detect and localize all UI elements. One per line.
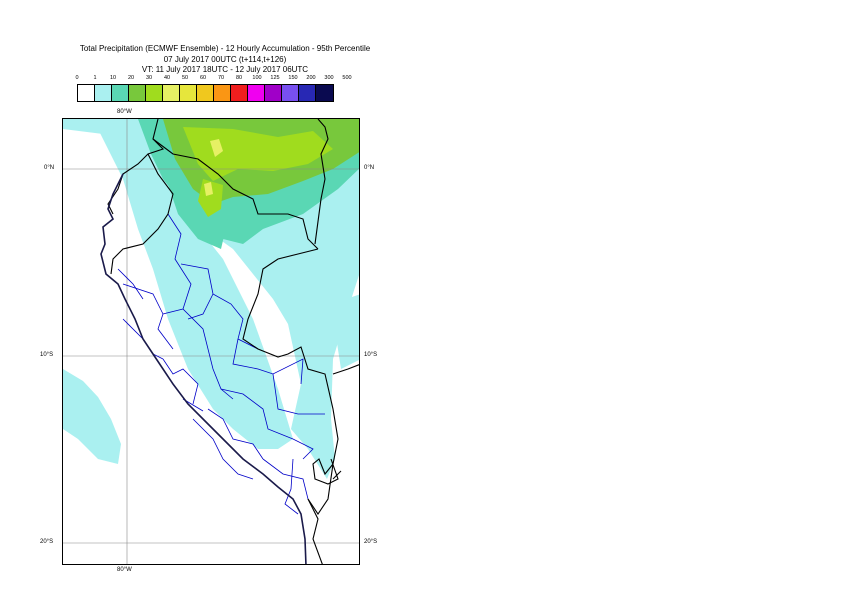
legend-label: 500 — [342, 75, 352, 81]
legend-label: 1 — [93, 75, 97, 81]
legend-swatch — [146, 85, 163, 101]
legend-label: 100 — [252, 75, 262, 81]
legend-label: 50 — [181, 75, 189, 81]
legend-swatch — [299, 85, 316, 101]
lat-label-right-10s: 10°S — [364, 352, 378, 358]
lat-label-left-0: 0°N — [44, 165, 55, 171]
coastline — [100, 173, 307, 564]
legend-label: 0 — [75, 75, 79, 81]
legend-swatch — [163, 85, 180, 101]
legend-label: 300 — [324, 75, 334, 81]
legend-swatch — [248, 85, 265, 101]
lat-label-right-0: 0°N — [364, 165, 375, 171]
precip-band-yellowgreen — [183, 127, 333, 217]
legend-swatch — [112, 85, 129, 101]
legend-label: 150 — [288, 75, 298, 81]
precip-band-lightyellow — [204, 139, 223, 196]
legend-swatch — [129, 85, 146, 101]
legend-swatch — [316, 85, 333, 101]
legend-swatch — [78, 85, 95, 101]
legend-label: 60 — [199, 75, 207, 81]
legend-label: 200 — [306, 75, 316, 81]
legend-labels: 0 1 10 20 30 40 50 60 70 80 100 125 150 200 300 500 — [70, 75, 360, 85]
legend-label: 20 — [127, 75, 135, 81]
legend-label: 30 — [145, 75, 153, 81]
lon-label-top: 80°W — [117, 109, 132, 115]
legend-swatch — [180, 85, 197, 101]
lat-label-left-10s: 10°S — [40, 352, 54, 358]
chart-title-line1: Total Precipitation (ECMWF Ensemble) - 1… — [79, 44, 371, 53]
legend-swatch — [95, 85, 112, 101]
legend-label: 125 — [270, 75, 280, 81]
legend-swatch — [197, 85, 214, 101]
legend-colorbar — [77, 84, 334, 102]
national-boundaries — [107, 119, 359, 564]
legend-swatch — [231, 85, 248, 101]
legend-label: 80 — [235, 75, 243, 81]
map-frame — [62, 118, 360, 565]
precipitation-map — [63, 119, 359, 564]
legend-label: 70 — [217, 75, 225, 81]
legend-label: 40 — [163, 75, 171, 81]
chart-title-line3: VT: 11 July 2017 18UTC - 12 July 2017 06… — [141, 65, 309, 74]
legend-swatch — [282, 85, 299, 101]
chart-title-line2: 07 July 2017 00UTC (t+114,t+126) — [163, 55, 287, 64]
lat-label-left-20s: 20°S — [40, 539, 54, 545]
regional-boundaries — [117, 213, 325, 515]
lat-label-right-20s: 20°S — [364, 539, 378, 545]
legend-swatch — [214, 85, 231, 101]
lon-label-bottom: 80°W — [117, 567, 132, 573]
legend-label: 10 — [109, 75, 117, 81]
legend-swatch — [265, 85, 282, 101]
